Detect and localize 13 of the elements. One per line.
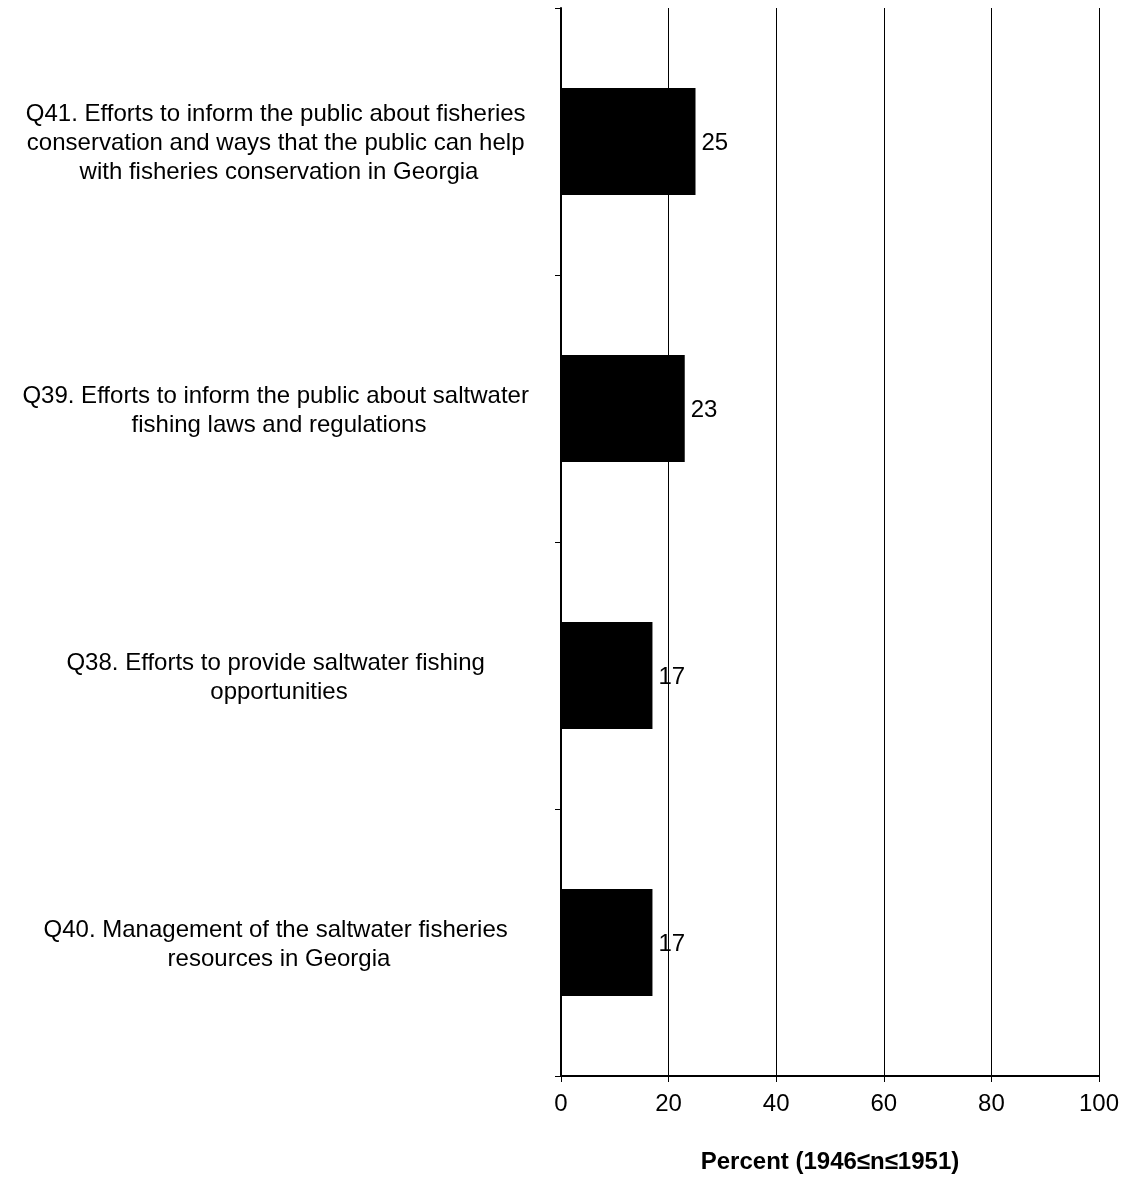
x-tick-label: 80 [978, 1088, 1005, 1116]
data-label: 23 [690, 395, 718, 422]
y-tick-label: Q39. Efforts to inform the public about saltwater fishing laws and regulations [22, 380, 536, 437]
y-tick-label: Q38. Efforts to provide saltwater fishing opportunities [66, 647, 492, 704]
x-axis-title: Percent (1946≤n≤1951) [700, 1146, 960, 1174]
y-tick-label: Q41. Efforts to inform the public about fisheries conservation and ways that the public can help with fisheries conservation in Georgia [25, 99, 533, 184]
x-tick-label: 20 [655, 1088, 682, 1116]
x-tick-label: 60 [870, 1088, 898, 1116]
x-tick-label: 0 [554, 1088, 568, 1116]
y-tick-label: Q40. Management of the saltwater fisheries resources in Georgia [43, 914, 515, 971]
data-label: 25 [701, 128, 729, 155]
x-tick-label: 100 [1078, 1088, 1120, 1116]
x-tick-label: 40 [762, 1088, 790, 1116]
